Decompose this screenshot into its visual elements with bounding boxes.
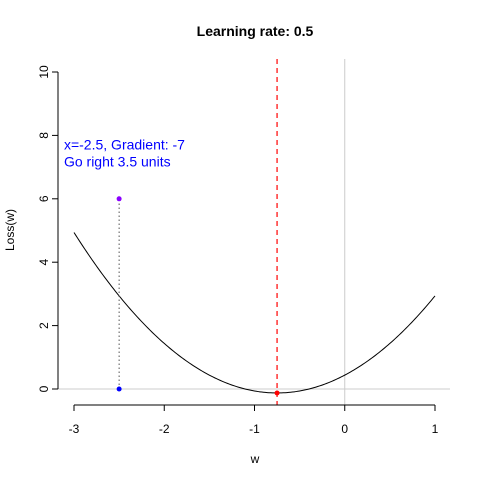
x-tick-label: 1 [432,422,439,436]
y-tick-label: 6 [37,195,51,202]
curve-layer [74,232,435,392]
y-tick-label: 4 [37,259,51,266]
x-tick-label: -3 [69,422,80,436]
y-tick-label: 10 [37,65,51,79]
x-tick-label: -2 [159,422,170,436]
y-axis-label: Loss(w) [3,209,17,251]
y-tick-label: 0 [37,385,51,392]
current-point [117,196,122,201]
y-tick-label: 8 [37,132,51,139]
marks-layer [117,196,280,395]
minimum-point [275,390,280,395]
gradient-base-point [117,387,122,392]
x-tick-label: 0 [341,422,348,436]
reference-lines [58,59,450,405]
loss-curve [74,232,435,392]
x-tick-label: -1 [249,422,260,436]
chart-title: Learning rate: 0.5 [197,23,314,39]
x-axis-label: w [250,452,260,466]
annotation-line-direction: Go right 3.5 units [64,153,171,169]
y-tick-label: 2 [37,322,51,329]
annotation-line-gradient: x=-2.5, Gradient: -7 [64,136,185,152]
